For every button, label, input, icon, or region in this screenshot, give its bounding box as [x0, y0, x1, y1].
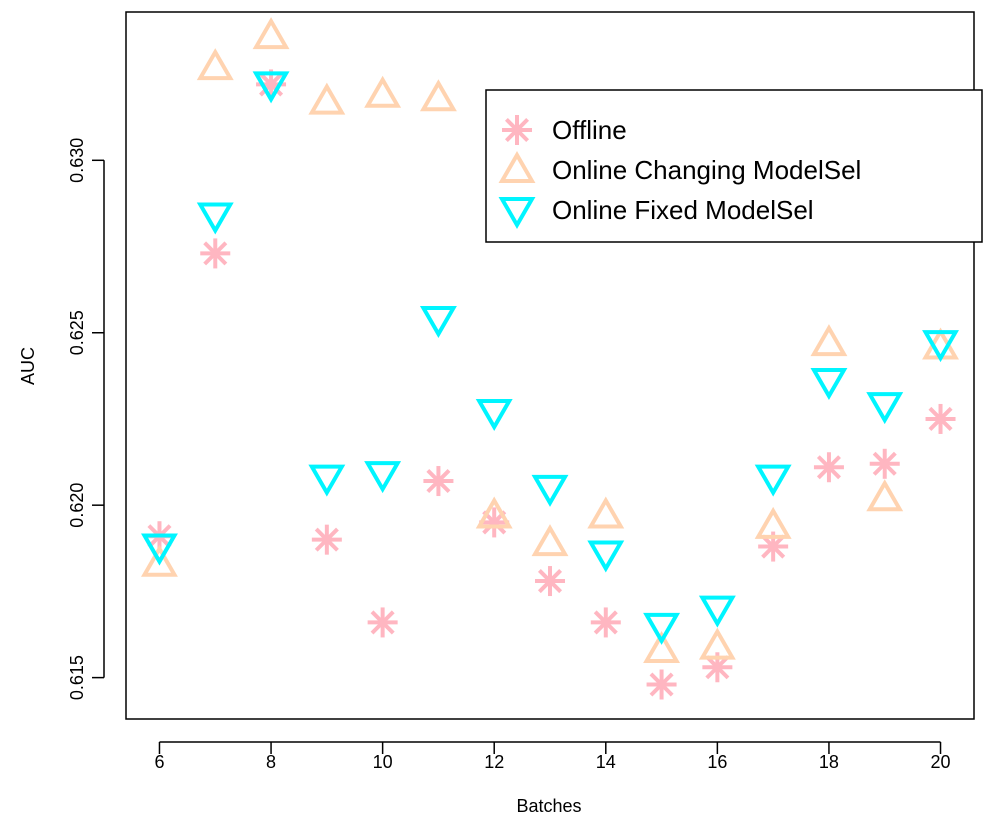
data-point — [925, 403, 956, 434]
x-axis-title: Batches — [516, 796, 581, 816]
data-point — [531, 474, 569, 507]
legend-label: Online Fixed ModelSel — [552, 195, 814, 225]
data-point — [475, 496, 513, 529]
data-point — [643, 631, 681, 664]
x-tick-label: 16 — [707, 752, 727, 772]
data-point — [646, 669, 677, 700]
data-point — [810, 324, 848, 357]
data-point — [698, 627, 736, 660]
data-point — [475, 399, 513, 432]
y-tick-label: 0.620 — [67, 483, 87, 528]
data-point — [308, 82, 346, 115]
plot-frame — [125, 11, 975, 720]
data-point — [196, 202, 234, 235]
series-online-fixed-modelsel — [141, 71, 959, 645]
data-point — [922, 330, 959, 363]
y-axis-title: AUC — [18, 347, 38, 385]
legend-label: Offline — [552, 115, 627, 145]
data-point — [698, 595, 736, 628]
data-point — [308, 464, 346, 497]
y-tick-label: 0.625 — [67, 310, 87, 355]
data-point — [311, 524, 342, 555]
data-point — [754, 506, 792, 539]
y-tick-label: 0.630 — [67, 138, 87, 183]
data-point — [535, 566, 565, 597]
series-online-changing-modelsel — [141, 17, 959, 664]
legend-marker — [498, 150, 536, 183]
data-point — [364, 461, 402, 494]
x-tick-label: 12 — [484, 752, 504, 772]
data-point — [866, 479, 904, 512]
x-tick-label: 14 — [596, 752, 616, 772]
data-point — [531, 524, 569, 557]
data-point — [364, 75, 402, 108]
legend: Offline Online Changing ModelSel Online Fi… — [485, 89, 983, 243]
data-point — [643, 612, 681, 645]
data-point — [810, 368, 848, 401]
data-point — [869, 448, 900, 479]
legend-marker — [498, 197, 536, 230]
x-tick-label: 18 — [819, 752, 839, 772]
x-tick-label: 20 — [931, 752, 951, 772]
data-point — [200, 238, 231, 269]
data-point — [813, 452, 844, 483]
data-point — [252, 71, 290, 104]
x-axis: 6 8 10 12 14 16 18 20 — [154, 741, 951, 772]
legend-label: Online Changing ModelSel — [552, 155, 861, 185]
data-point — [141, 533, 178, 566]
data-point — [590, 607, 621, 638]
x-tick-label: 6 — [154, 752, 164, 772]
data-point — [252, 17, 290, 50]
legend-box — [485, 89, 983, 243]
y-axis: 0.615 0.620 0.625 0.630 — [67, 138, 105, 700]
data-point — [754, 464, 792, 497]
data-point — [866, 392, 904, 425]
data-point — [419, 305, 457, 338]
data-point — [367, 607, 398, 638]
x-tick-label: 10 — [373, 752, 393, 772]
y-tick-label: 0.615 — [67, 655, 87, 700]
data-point — [141, 544, 178, 577]
data-point — [419, 79, 457, 112]
data-point — [587, 496, 625, 529]
legend-marker — [502, 115, 532, 145]
data-point — [423, 466, 454, 497]
series-layer — [141, 17, 959, 700]
data-point — [587, 540, 625, 573]
x-tick-label: 8 — [266, 752, 276, 772]
data-point — [922, 327, 959, 360]
data-point — [196, 48, 234, 81]
